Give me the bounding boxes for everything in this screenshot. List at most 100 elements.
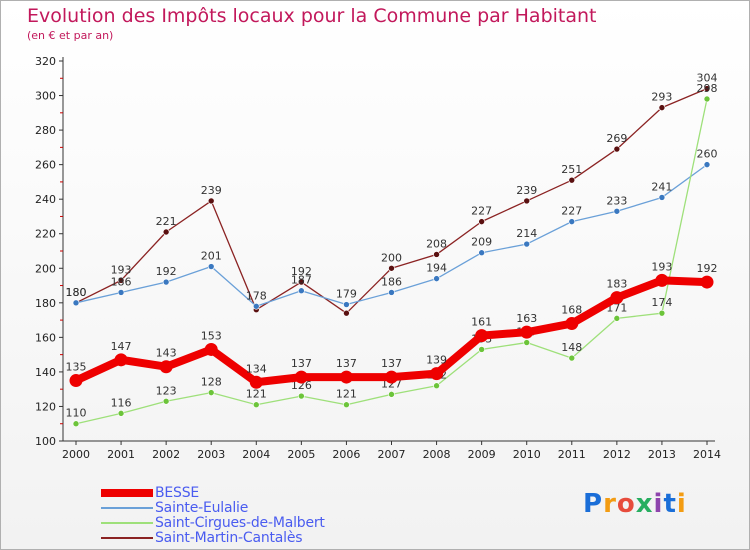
x-tick-label: 2011 (558, 448, 586, 461)
x-tick-label: 2014 (693, 448, 721, 461)
data-point (703, 161, 711, 168)
y-tick-label: 180 (35, 297, 56, 310)
data-point (658, 194, 666, 201)
legend-item-saint-cirgues: Saint-Cirgues-de-Malbert (101, 514, 325, 531)
data-point (388, 391, 395, 398)
data-label: 293 (651, 91, 672, 104)
data-point (252, 302, 260, 310)
data-point (298, 287, 305, 295)
data-label: 193 (111, 263, 132, 276)
data-label: 110 (66, 407, 87, 420)
data-point (69, 374, 83, 388)
y-tick-label: 320 (35, 55, 56, 68)
x-tick-label: 2001 (107, 448, 135, 461)
data-label: 221 (156, 215, 177, 228)
data-point (568, 354, 576, 362)
data-label: 148 (561, 341, 582, 354)
data-point (703, 95, 711, 103)
data-label: 135 (66, 361, 87, 374)
data-label: 137 (291, 357, 312, 370)
data-label: 179 (336, 288, 357, 301)
data-point (117, 289, 125, 296)
data-point (117, 410, 125, 417)
data-point (388, 264, 395, 272)
y-tick-label: 260 (35, 159, 56, 172)
x-tick-label: 2012 (603, 448, 631, 461)
data-label: 121 (336, 388, 357, 401)
data-point (207, 197, 215, 205)
data-point (565, 317, 579, 331)
data-label: 227 (471, 205, 492, 218)
x-tick-label: 2010 (513, 448, 541, 461)
data-label: 269 (606, 132, 627, 145)
data-point (613, 207, 621, 215)
data-point (658, 309, 666, 317)
data-label: 147 (111, 340, 132, 353)
data-label: 304 (697, 72, 718, 85)
data-label: 239 (201, 184, 222, 197)
legend-label: Saint-Cirgues-de-Malbert (155, 514, 325, 531)
y-tick-label: 300 (35, 90, 56, 103)
data-label: 208 (426, 237, 447, 250)
x-tick-label: 2002 (152, 448, 180, 461)
data-label: 192 (291, 265, 312, 278)
data-label: 183 (606, 278, 627, 291)
data-point (703, 85, 711, 92)
y-tick-label: 240 (35, 193, 56, 206)
data-point (252, 401, 260, 409)
data-label: 153 (201, 329, 222, 342)
data-label: 161 (471, 316, 492, 329)
data-point (385, 370, 398, 384)
data-point (162, 278, 170, 286)
y-tick-label: 200 (35, 262, 56, 275)
data-point (204, 342, 218, 356)
data-label: 187 (291, 274, 312, 287)
data-label: 193 (651, 260, 672, 273)
data-point (433, 275, 440, 282)
data-point (610, 291, 624, 305)
data-label: 180 (66, 286, 87, 299)
data-point (475, 329, 489, 343)
x-tick-label: 2004 (242, 448, 270, 461)
data-point (613, 315, 621, 322)
data-point (207, 263, 215, 270)
data-point (343, 309, 350, 317)
legend: BESSE Sainte-Eulalie Saint-Cirgues-de-Ma… (101, 485, 325, 546)
data-label: 137 (336, 357, 357, 370)
y-tick-label: 160 (35, 331, 56, 344)
x-tick-label: 2000 (62, 448, 90, 461)
data-point (520, 325, 534, 339)
data-label: 116 (111, 396, 132, 409)
data-point (700, 275, 714, 289)
data-label: 251 (561, 163, 582, 176)
y-tick-label: 280 (35, 124, 56, 137)
data-label: 134 (246, 362, 267, 375)
data-point (388, 289, 395, 296)
data-point (159, 360, 173, 374)
data-label: 194 (426, 262, 447, 275)
data-label: 200 (381, 251, 402, 264)
legend-swatch-saint-cirgues (101, 521, 153, 524)
data-label: 239 (516, 184, 537, 197)
data-label: 163 (516, 312, 537, 325)
data-label: 128 (201, 376, 222, 389)
data-point (523, 240, 531, 248)
data-point (298, 278, 305, 286)
data-label: 214 (516, 227, 537, 240)
data-point (249, 375, 263, 389)
data-label: 260 (697, 148, 718, 161)
x-tick-label: 2003 (197, 448, 225, 461)
data-point (117, 277, 125, 284)
data-point (162, 397, 170, 405)
y-tick-label: 120 (35, 400, 56, 413)
data-point (433, 382, 440, 390)
data-point (162, 228, 170, 236)
data-label: 192 (156, 265, 177, 278)
x-tick-label: 2006 (332, 448, 360, 461)
legend-swatch-saint-martin (101, 536, 153, 539)
data-point (294, 370, 308, 384)
data-point (478, 346, 485, 353)
legend-item-saint-martin: Saint-Martin-Cantalès (101, 530, 325, 546)
data-point (478, 218, 485, 225)
data-label: 186 (381, 275, 402, 288)
